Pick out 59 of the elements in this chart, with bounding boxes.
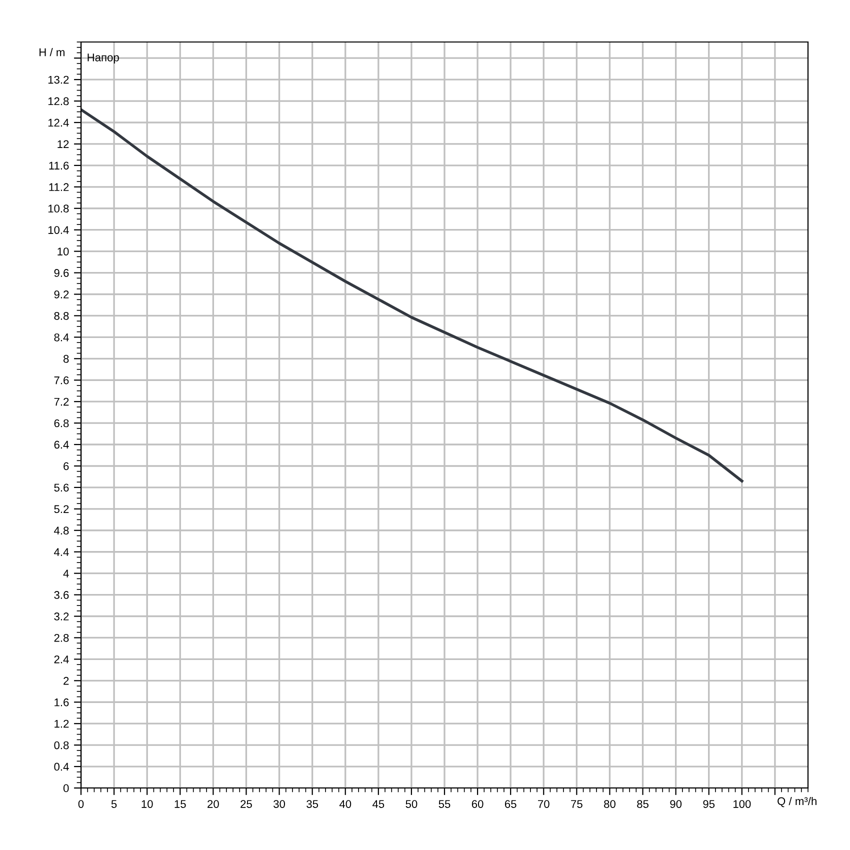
y-axis-title: H / m [40, 48, 64, 56]
y-tick-label: 0.4 [54, 762, 69, 771]
x-tick-label: 95 [703, 800, 715, 808]
y-tick-label: 6.8 [54, 419, 69, 428]
y-tick-label: 8.4 [54, 333, 69, 342]
line-series [81, 108, 744, 482]
x-axis-title: Q / m³/h [778, 796, 816, 808]
y-tick-label: 2 [64, 676, 69, 685]
y-tick-label: 5.6 [54, 484, 69, 492]
x-tick-label: 0 [78, 800, 84, 808]
y-tick-label: 10 [58, 248, 69, 256]
x-tick-label: 75 [571, 800, 582, 808]
y-tick-label: 11.6 [49, 162, 69, 170]
x-tick-label: 85 [637, 800, 648, 808]
x-tick-label: 55 [438, 800, 450, 808]
y-tick-label: 8 [64, 354, 69, 363]
x-tick-label: 15 [174, 800, 186, 808]
y-tick-label: 11.2 [49, 183, 69, 191]
y-tick-label: 3.6 [54, 591, 69, 599]
x-tick-label: 25 [240, 800, 252, 808]
y-tick-label: 2.8 [54, 634, 69, 642]
y-tick-label: 5.2 [54, 505, 69, 514]
annotation: Напор [88, 54, 119, 64]
y-tick-label: 0.8 [54, 741, 69, 750]
x-tick-label: 45 [372, 800, 384, 808]
x-tick-label: 100 [733, 800, 751, 808]
x-tick-label: 40 [339, 800, 352, 808]
y-tick-label: 6.4 [54, 440, 69, 449]
y-tick-label: 4 [63, 570, 69, 578]
y-tick-label: 12 [58, 140, 69, 148]
x-tick-label: 20 [208, 800, 219, 808]
x-tick-label: 60 [472, 800, 484, 808]
y-tick-label: 10.4 [48, 226, 69, 234]
y-tick-label: 7.6 [54, 376, 69, 384]
y-tick-label: 0 [63, 784, 69, 792]
y-tick-label: 2.4 [54, 655, 69, 664]
y-tick-label: 3.2 [54, 612, 69, 620]
x-tick-label: 50 [406, 800, 418, 808]
y-tick-label: 12.8 [48, 97, 69, 106]
x-tick-label: 30 [274, 800, 286, 808]
x-tick-label: 35 [306, 800, 318, 808]
x-tick-label: 65 [504, 800, 516, 808]
y-tick-label: 13.2 [48, 76, 69, 84]
y-tick-label: 4.8 [54, 526, 69, 535]
x-tick-label: 10 [142, 800, 153, 808]
y-tick-label: 9.6 [54, 269, 69, 277]
y-tick-label: 1.6 [54, 698, 69, 706]
y-tick-label: 7.2 [54, 398, 69, 406]
y-tick-label: 10.8 [48, 204, 69, 213]
y-tick-label: 9.2 [54, 290, 69, 298]
y-tick-label: 4.4 [54, 548, 69, 556]
x-tick-label: 5 [111, 800, 117, 808]
x-tick-label: 80 [604, 800, 616, 808]
x-tick-label: 90 [670, 800, 682, 808]
x-tick-label: 70 [538, 800, 550, 808]
y-tick-label: 6 [64, 462, 69, 470]
y-tick-label: 8.8 [54, 312, 69, 320]
y-tick-label: 12.4 [48, 118, 69, 127]
y-tick-label: 1.2 [54, 720, 69, 728]
